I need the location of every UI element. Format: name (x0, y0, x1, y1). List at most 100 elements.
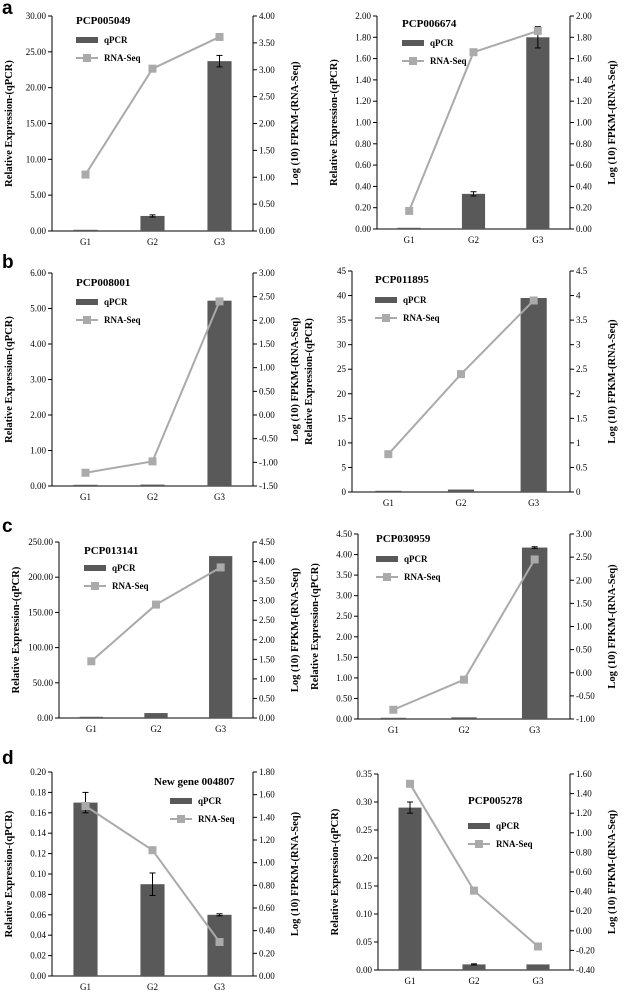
legend-rnaseq-label: RNA-Seq (104, 315, 141, 325)
right-tick-label: 0.00 (259, 713, 275, 723)
rnaseq-point (215, 32, 224, 41)
rnaseq-point (534, 942, 542, 951)
legend-bar-swatch (76, 37, 98, 43)
right-tick-label: 3.00 (259, 596, 275, 606)
rnaseq-point (215, 297, 224, 306)
qpcr-bar (73, 229, 98, 231)
left-tick-label: 0.00 (30, 971, 46, 981)
left-axis-title: Relative Expression-(qPCR) (329, 59, 340, 186)
right-tick-label: 0.00 (259, 410, 275, 420)
left-tick-label: 45 (337, 266, 347, 276)
right-tick-label: 2.50 (259, 92, 275, 102)
rnaseq-point (148, 457, 157, 466)
right-tick-label: 1.80 (576, 32, 592, 42)
left-tick-label: 0.00 (336, 714, 352, 724)
panel-letter-c: c (2, 516, 13, 537)
legend-qpcr-label: qPCR (430, 38, 454, 48)
category-label: G2 (456, 498, 467, 508)
left-tick-label: 0.12 (30, 849, 46, 859)
left-tick-label: 5.00 (30, 190, 46, 200)
legend-marker-swatch (83, 316, 91, 324)
chart-4: 0.00 50.00 100.00 150.00 200.00 250.00 0.00 0.5… (11, 537, 301, 734)
left-tick-label: 0.00 (30, 481, 46, 491)
right-tick-label: 0.50 (576, 645, 592, 655)
qpcr-bar (461, 193, 486, 229)
right-tick-label: -1.00 (259, 457, 278, 467)
left-axis-title: Relative Expression-(qPCR) (310, 563, 321, 690)
chart-title: PCP006674 (402, 18, 457, 30)
right-tick-label: 1.00 (576, 828, 592, 838)
right-tick-label: -1.50 (259, 481, 278, 491)
left-tick-label: 0.18 (30, 787, 46, 797)
right-tick-label: 0.60 (576, 867, 592, 877)
right-tick-label: -0.50 (576, 691, 595, 701)
right-tick-label: 1.60 (259, 790, 275, 800)
qpcr-bar (526, 964, 550, 970)
left-tick-label: 10.00 (26, 154, 47, 164)
left-tick-label: 0.05 (356, 937, 372, 947)
left-tick-label: 0.00 (355, 224, 371, 234)
rnaseq-point (470, 886, 478, 895)
right-axis-title: Log (10) FPKM-(RNA-Seq) (607, 60, 618, 185)
qpcr-bar (520, 298, 547, 492)
right-tick-label: 1.40 (576, 75, 592, 85)
left-tick-label: 0.10 (356, 909, 372, 919)
right-tick-label: 1.00 (259, 172, 275, 182)
right-tick-label: 1 (576, 438, 581, 448)
left-tick-label: 1.60 (355, 54, 371, 64)
right-tick-label: 1.50 (259, 145, 275, 155)
legend-qpcr-label: qPCR (104, 35, 128, 45)
left-tick-label: 3.50 (336, 570, 352, 580)
qpcr-bar (380, 717, 407, 719)
rnaseq-point (87, 657, 96, 666)
category-label: G1 (383, 498, 394, 508)
left-tick-label: 2.50 (336, 611, 352, 621)
rnaseq-point (529, 296, 538, 305)
left-tick-label: 40 (337, 291, 347, 301)
rnaseq-point (405, 206, 414, 215)
right-tick-label: 1.20 (576, 808, 592, 818)
left-axis-title: Relative Expression-(qPCR) (4, 316, 15, 443)
left-tick-label: 0.80 (355, 139, 371, 149)
left-tick-label: 0.08 (30, 889, 46, 899)
right-axis-title: Log (10) FPKM-(RNA-Seq) (290, 61, 301, 186)
right-tick-label: 0.00 (576, 224, 592, 234)
legend-bar-swatch (84, 565, 106, 571)
qpcr-bar (375, 490, 402, 492)
left-tick-label: 30 (337, 340, 347, 350)
left-axis-title: Relative Expression-(qPCR) (330, 808, 341, 935)
right-tick-label: 1.00 (576, 622, 592, 632)
legend-bar-swatch (402, 40, 424, 46)
left-tick-label: 1.00 (336, 673, 352, 683)
right-tick-label: 4.5 (576, 266, 588, 276)
right-tick-label: 4.00 (259, 11, 275, 21)
right-axis-title: Log (10) FPKM-(RNA-Seq) (290, 567, 301, 692)
right-tick-label: 0 (576, 487, 581, 497)
category-label: G3 (529, 725, 540, 735)
left-tick-label: 6.00 (30, 268, 46, 278)
category-label: G3 (214, 237, 225, 247)
left-tick-label: 0.20 (356, 853, 372, 863)
rnaseq-line (90, 566, 222, 663)
right-tick-label: 1.50 (259, 339, 275, 349)
category-label: G3 (533, 976, 544, 986)
category-label: G3 (214, 982, 225, 992)
rnaseq-point (533, 26, 542, 35)
rnaseq-point (81, 170, 90, 179)
right-tick-label: 0.80 (259, 880, 275, 890)
chart-title: New gene 004807 (154, 776, 235, 788)
right-tick-label: 0.60 (576, 160, 592, 170)
right-tick-label: 3.00 (259, 65, 275, 75)
chart-title: PCP011895 (375, 274, 429, 286)
rnaseq-point (216, 563, 225, 572)
legend-qpcr-label: qPCR (496, 821, 520, 831)
right-tick-label: 0.50 (259, 693, 275, 703)
right-tick-label: -0.20 (576, 945, 595, 955)
right-tick-label: 1.80 (259, 767, 275, 777)
right-tick-label: 3 (576, 340, 581, 350)
left-tick-label: 150.00 (28, 607, 53, 617)
category-label: G1 (388, 725, 399, 735)
qpcr-bar (462, 964, 486, 970)
left-tick-label: 20 (337, 389, 347, 399)
